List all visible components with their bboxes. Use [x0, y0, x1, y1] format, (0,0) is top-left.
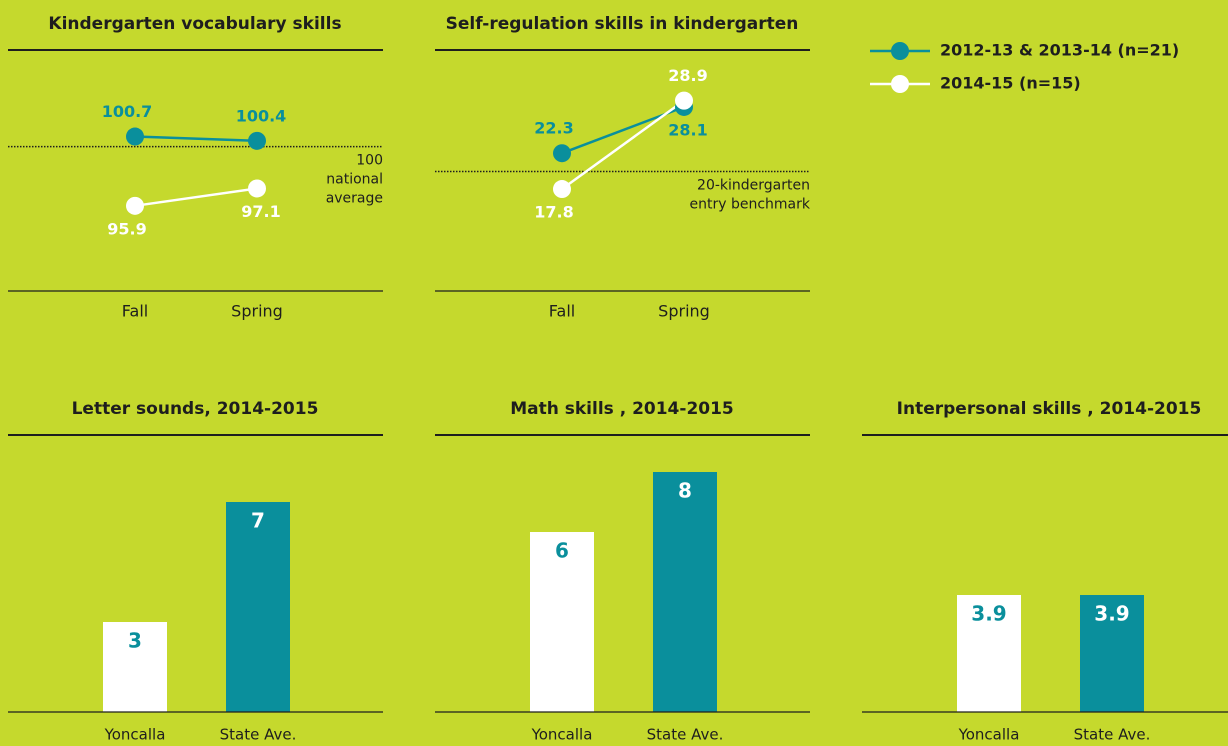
legend-label: 2014-15 (n=15): [940, 74, 1081, 93]
x-tick-label: Spring: [658, 302, 710, 321]
point: [248, 179, 266, 198]
value-label: 7: [251, 509, 265, 533]
reference-label: national: [326, 172, 383, 188]
chart-title: Self-regulation skills in kindergarten: [446, 14, 799, 34]
value-label: 22.3: [534, 119, 573, 138]
value-label: 3.9: [971, 602, 1006, 626]
chart-title: Kindergarten vocabulary skills: [48, 14, 341, 34]
chart-title: Letter sounds, 2014-2015: [72, 399, 319, 419]
legend-marker: [891, 42, 909, 60]
point: [126, 196, 144, 215]
value-label: 8: [678, 479, 692, 503]
x-tick-label: Yoncalla: [104, 726, 166, 744]
chart-title: Math skills , 2014-2015: [510, 399, 734, 419]
value-label: 6: [555, 539, 569, 563]
value-label: 28.9: [668, 66, 707, 85]
legend-marker: [891, 75, 909, 93]
x-tick-label: Fall: [549, 302, 575, 321]
chart-title: Interpersonal skills , 2014-2015: [897, 399, 1202, 419]
reference-label: entry benchmark: [690, 197, 811, 213]
series-line: [134, 187, 258, 208]
bar: [957, 595, 1021, 712]
x-tick-label: State Ave.: [1074, 726, 1151, 744]
bar: [103, 622, 167, 712]
series-line: [561, 99, 685, 191]
legend-label: 2012-13 & 2013-14 (n=21): [940, 41, 1179, 60]
reference-label: average: [326, 191, 383, 207]
reference-label: 20-kindergarten: [697, 178, 810, 194]
reference-label: 100: [356, 153, 383, 169]
value-label: 100.7: [102, 102, 153, 121]
point: [126, 127, 144, 146]
point: [553, 180, 571, 199]
value-label: 97.1: [241, 202, 280, 221]
point: [248, 131, 266, 150]
value-label: 17.8: [534, 203, 573, 222]
value-label: 3.9: [1094, 602, 1129, 626]
value-label: 28.1: [668, 120, 707, 139]
value-label: 3: [128, 629, 142, 653]
bar: [226, 502, 290, 712]
value-label: 100.4: [236, 106, 287, 125]
point: [675, 91, 693, 110]
x-tick-label: State Ave.: [647, 726, 724, 744]
x-tick-label: Yoncalla: [958, 726, 1020, 744]
series-line: [134, 135, 258, 143]
point: [553, 144, 571, 163]
bar: [1080, 595, 1144, 712]
x-tick-label: State Ave.: [220, 726, 297, 744]
value-label: 95.9: [107, 219, 146, 238]
x-tick-label: Yoncalla: [531, 726, 593, 744]
x-tick-label: Fall: [122, 302, 148, 321]
x-tick-label: Spring: [231, 302, 283, 321]
bar: [530, 532, 594, 712]
bar: [653, 472, 717, 712]
